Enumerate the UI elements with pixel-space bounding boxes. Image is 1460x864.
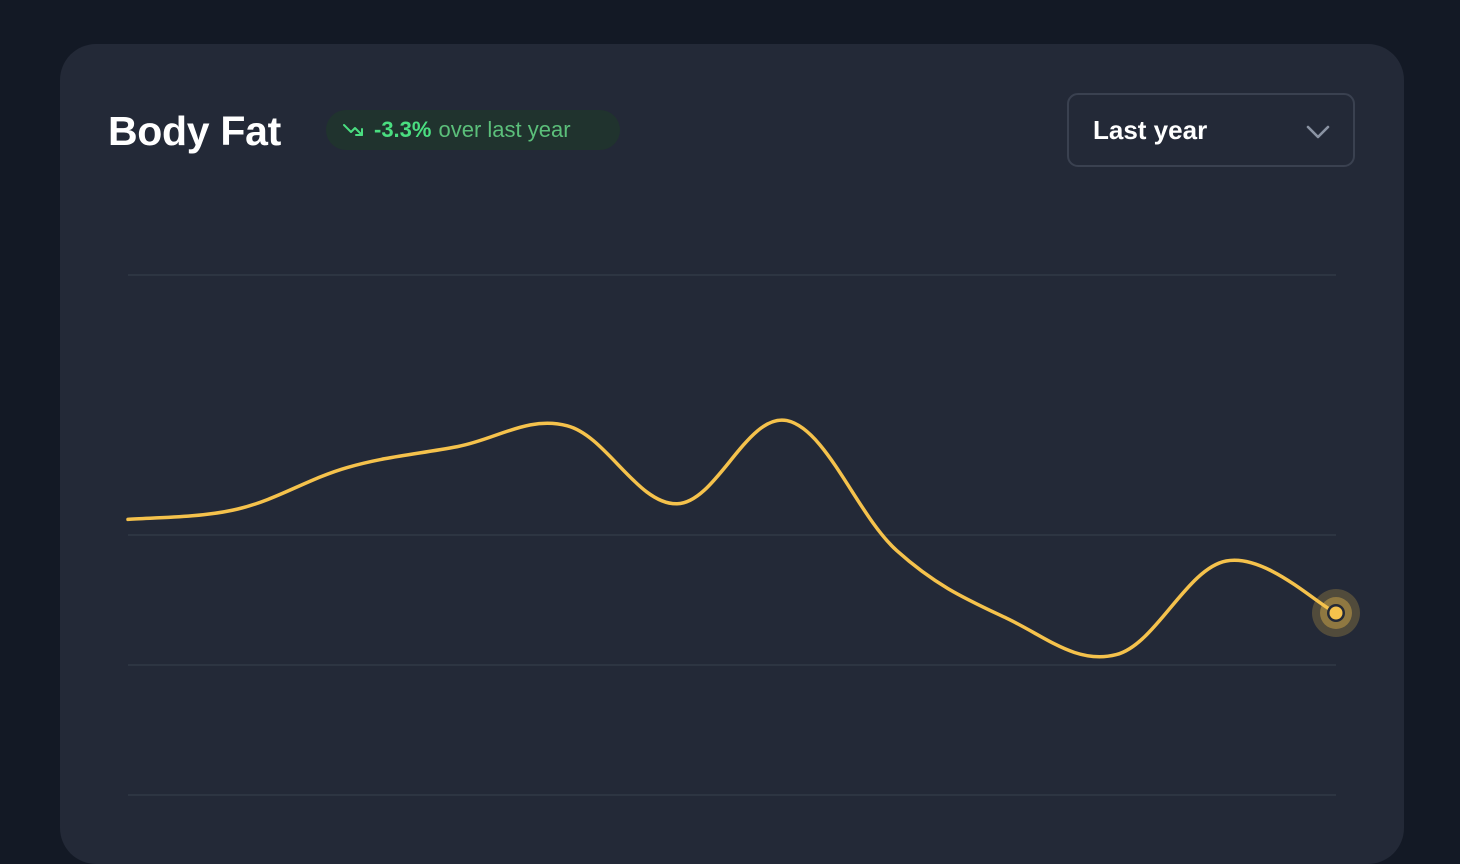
data-point-8[interactable] — [1001, 612, 1013, 624]
data-point-3[interactable] — [451, 441, 463, 453]
period-select-value: Last year — [1093, 114, 1208, 145]
body-fat-card: Body Fat -3.3% over last year Last year — [60, 44, 1404, 864]
data-point-4[interactable] — [561, 420, 573, 432]
data-point-6[interactable] — [781, 415, 793, 427]
data-point-1[interactable] — [232, 503, 244, 515]
change-value: -3.3% — [374, 117, 432, 142]
change-suffix: over last year — [438, 117, 571, 142]
period-select[interactable]: Last year — [1067, 93, 1355, 167]
data-point-10[interactable] — [1220, 555, 1232, 567]
change-badge: -3.3% over last year — [326, 110, 620, 150]
body-fat-chart — [122, 274, 1360, 796]
data-point-5[interactable] — [671, 498, 683, 510]
data-point-0[interactable] — [122, 513, 134, 525]
card-title: Body Fat — [108, 108, 281, 154]
body-fat-line — [126, 418, 1338, 659]
trend-down-icon — [342, 120, 370, 140]
data-point-9[interactable] — [1110, 649, 1122, 661]
chevron-down-icon — [1305, 119, 1331, 152]
data-point-7[interactable] — [891, 545, 903, 557]
data-point-2[interactable] — [342, 461, 354, 473]
current-point-marker[interactable] — [1312, 589, 1360, 637]
